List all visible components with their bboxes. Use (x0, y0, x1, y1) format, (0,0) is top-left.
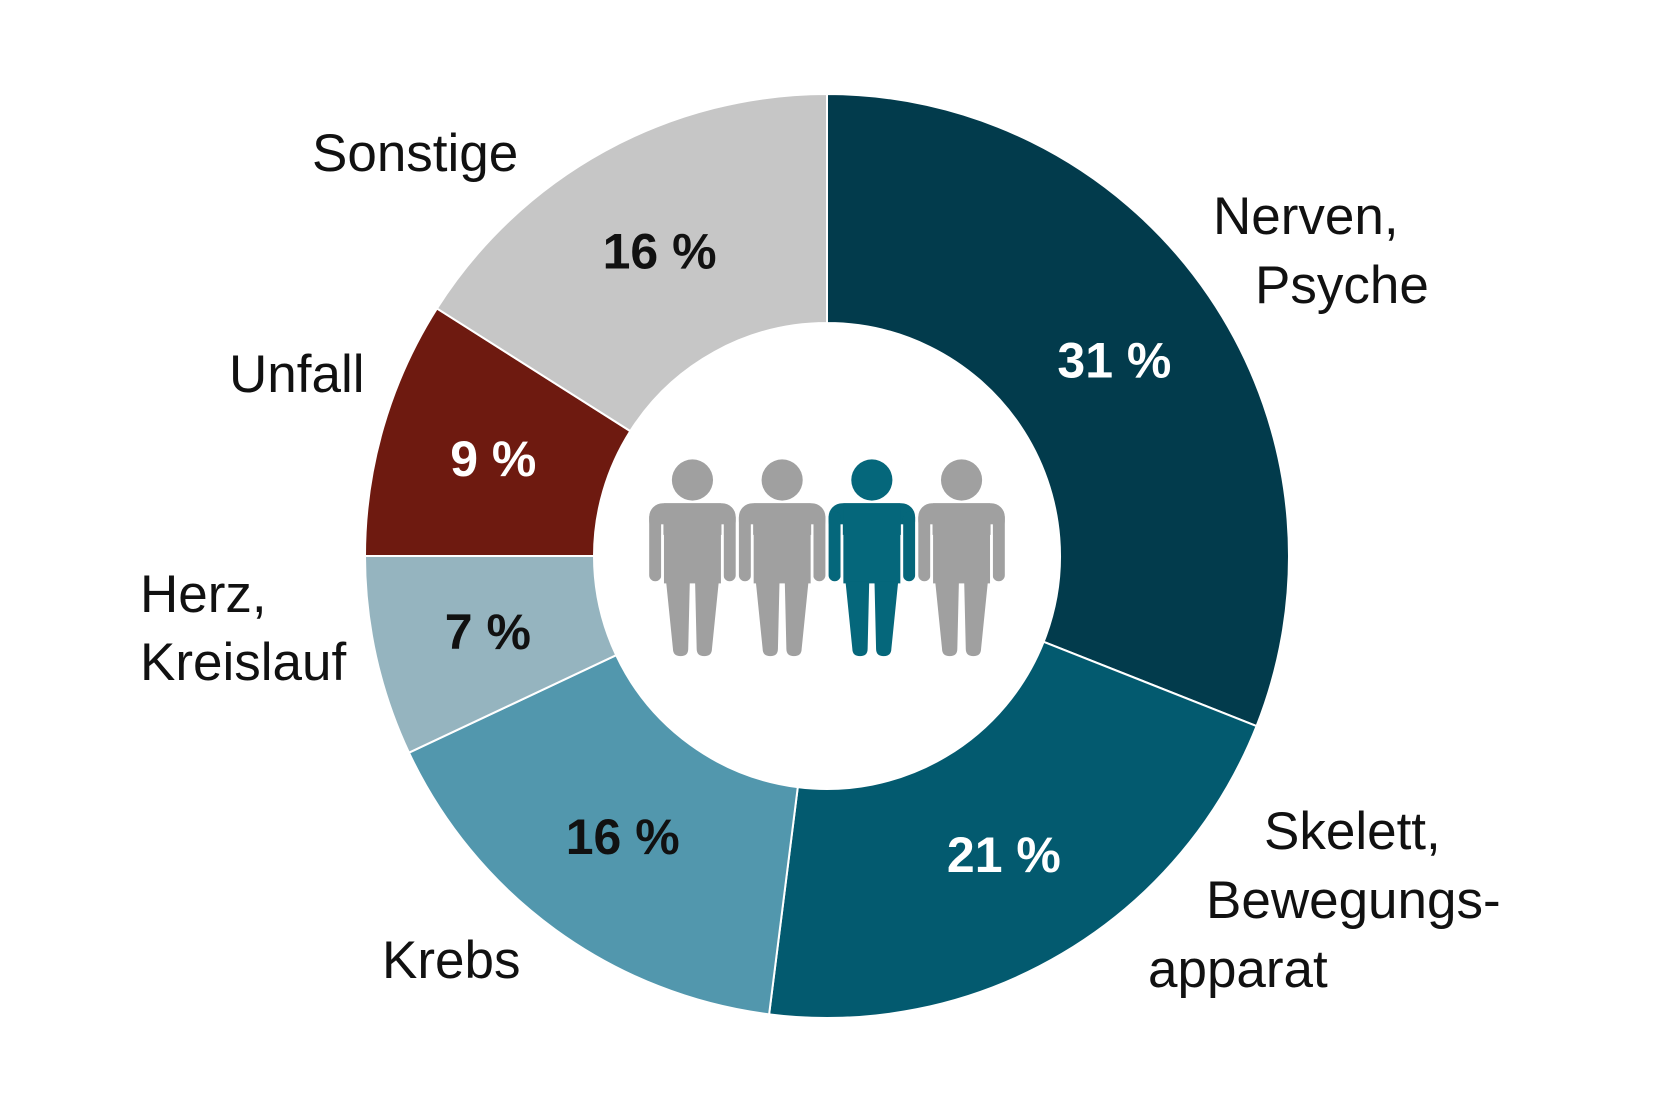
people-group-icon (649, 459, 1005, 657)
value-label-unfall: 9 % (450, 431, 536, 487)
person-torso (933, 503, 991, 584)
person-right-arm (902, 511, 916, 582)
value-label-sonstige: 16 % (603, 223, 717, 279)
slices-group (363, 92, 1290, 1019)
category-label-unfall: Unfall (229, 345, 365, 404)
person-left-arm (918, 511, 931, 582)
category-label-skelett-line-2: Bewegungs- (1206, 871, 1501, 930)
category-label-krebs: Krebs (382, 931, 520, 990)
person-right-arm (813, 511, 826, 582)
person-head (761, 459, 803, 501)
person-left-arm (649, 511, 662, 582)
person-torso (843, 503, 901, 584)
person-right-leg (695, 581, 719, 657)
category-label-sonstige: Sonstige (312, 124, 518, 183)
person-icon (649, 459, 736, 657)
person-icon (738, 459, 826, 657)
value-label-nerven-psyche: 31 % (1057, 333, 1171, 389)
person-left-arm (828, 511, 841, 582)
person-head (671, 459, 714, 501)
value-label-krebs: 16 % (566, 809, 680, 865)
person-right-leg (964, 581, 988, 657)
category-label-nerven-psyche-line-1: Nerven, (1213, 187, 1399, 246)
category-label-skelett-line-3: apparat (1148, 940, 1328, 999)
person-torso (663, 503, 721, 584)
slice-skelett-bewegungs-apparat (767, 640, 1258, 1019)
category-label-skelett-line-1: Skelett, (1264, 802, 1441, 861)
person-head (851, 459, 893, 501)
person-right-arm (723, 511, 736, 582)
category-label-herz-kreislauf-line-1: Herz, (140, 565, 267, 624)
value-label-skelett-bewegungs-apparat: 21 % (947, 827, 1061, 883)
person-icon (918, 459, 1005, 657)
person-left-arm (738, 511, 752, 582)
person-icon-highlighted (828, 459, 916, 657)
person-torso (753, 503, 811, 584)
slice-sonstige (435, 92, 828, 433)
person-right-leg (784, 581, 809, 657)
slice-krebs (407, 653, 799, 1016)
person-right-arm (992, 511, 1005, 582)
person-left-leg (755, 581, 780, 657)
category-label-herz-kreislauf-line-2: Kreislauf (140, 633, 346, 692)
value-label-herz-kreislauf: 7 % (445, 604, 531, 660)
value-labels-group: 31 % 21 % 16 % 7 % 9 % 16 % (445, 223, 1172, 883)
person-left-leg (845, 581, 870, 657)
category-labels-group: Nerven, Psyche Skelett, Bewegungs- appar… (140, 124, 1501, 999)
person-left-leg (666, 581, 690, 657)
person-head (940, 459, 983, 501)
category-label-nerven-psyche-line-2: Psyche (1255, 256, 1429, 315)
person-right-leg (874, 581, 899, 657)
slice-nerven-psyche (826, 92, 1290, 728)
person-left-leg (935, 581, 959, 657)
